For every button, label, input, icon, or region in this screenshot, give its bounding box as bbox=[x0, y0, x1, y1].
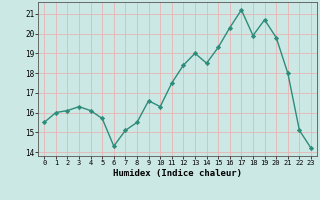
X-axis label: Humidex (Indice chaleur): Humidex (Indice chaleur) bbox=[113, 169, 242, 178]
